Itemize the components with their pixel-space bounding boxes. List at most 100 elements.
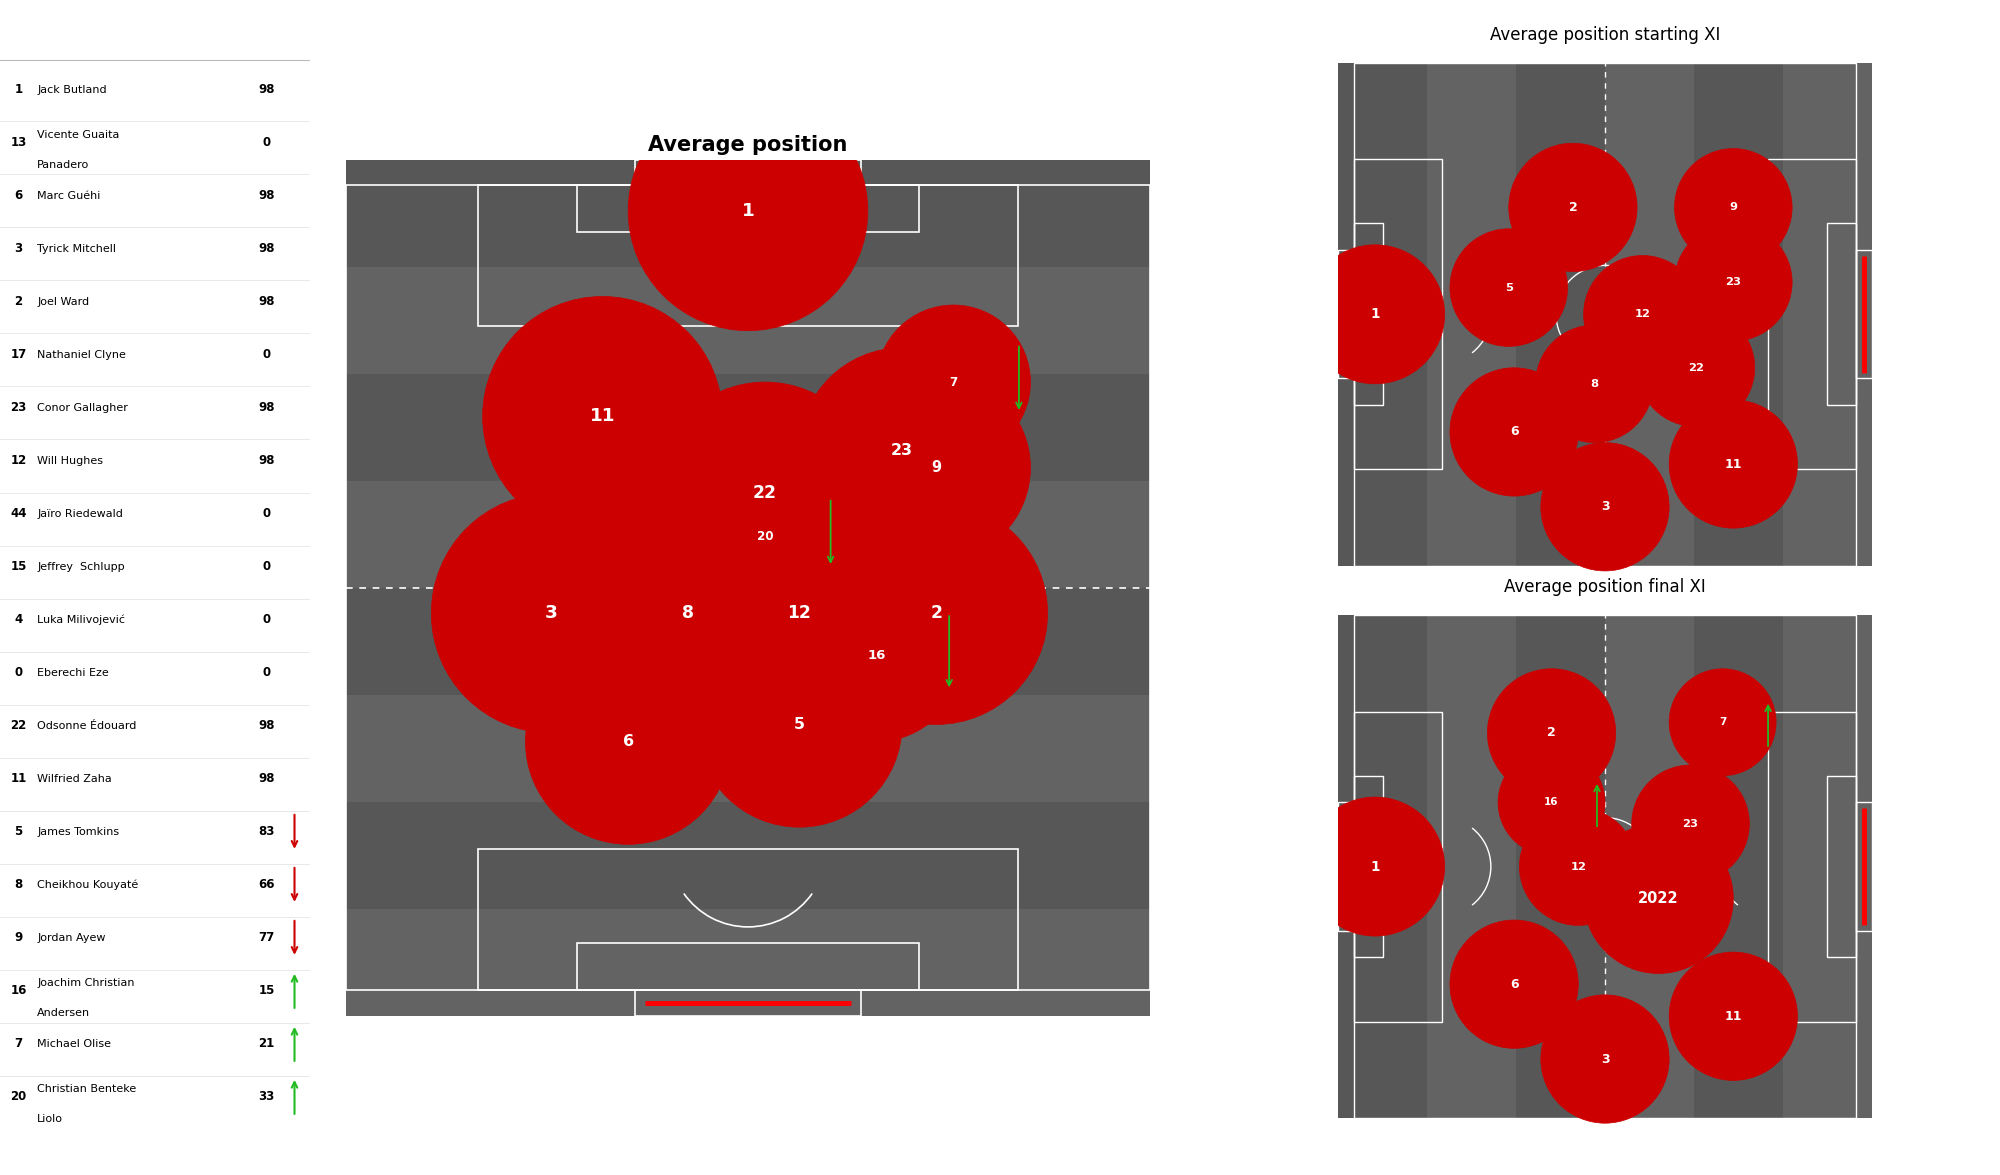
Text: 77: 77 — [258, 932, 274, 945]
Text: 23: 23 — [10, 401, 26, 414]
Text: 66: 66 — [258, 879, 274, 892]
Text: 8: 8 — [1590, 378, 1598, 389]
Text: 12: 12 — [1634, 309, 1650, 320]
Text: 0: 0 — [262, 508, 270, 521]
Bar — [1856, 803, 1872, 931]
Circle shape — [1450, 920, 1578, 1048]
Circle shape — [1306, 244, 1444, 384]
Bar — [1338, 63, 1426, 565]
Text: 6: 6 — [1510, 425, 1518, 438]
Bar — [1354, 776, 1384, 958]
Text: Will Hughes: Will Hughes — [38, 456, 104, 465]
Text: 7: 7 — [14, 1038, 22, 1050]
Text: 8: 8 — [14, 879, 22, 892]
Text: Nathaniel Clyne: Nathaniel Clyne — [38, 350, 126, 360]
Circle shape — [876, 306, 1030, 459]
Text: 9: 9 — [14, 932, 22, 945]
Circle shape — [1450, 229, 1568, 347]
Bar — [636, 989, 860, 1015]
Bar — [478, 848, 1018, 989]
Circle shape — [688, 502, 910, 725]
Bar — [576, 186, 920, 233]
Text: 98: 98 — [258, 455, 274, 468]
Text: 11: 11 — [1724, 457, 1742, 470]
Text: 0: 0 — [262, 136, 270, 149]
Title: Average position starting XI: Average position starting XI — [1490, 26, 1720, 43]
Bar — [636, 160, 860, 186]
Text: 98: 98 — [258, 772, 274, 785]
Text: 23: 23 — [892, 443, 914, 458]
Text: Michael Olise: Michael Olise — [38, 1039, 112, 1049]
Text: 13: 13 — [10, 136, 26, 149]
Text: Liolo: Liolo — [38, 1114, 64, 1124]
Text: Conor Gallagher: Conor Gallagher — [38, 403, 128, 412]
Text: 3: 3 — [14, 242, 22, 255]
Text: 12: 12 — [1570, 861, 1586, 872]
Text: 7: 7 — [950, 376, 958, 389]
Text: Eberechi Eze: Eberechi Eze — [38, 667, 108, 678]
Text: 11: 11 — [590, 408, 616, 425]
Circle shape — [654, 382, 876, 605]
Text: 98: 98 — [258, 189, 274, 202]
Text: 3: 3 — [1600, 501, 1610, 513]
Text: 0: 0 — [262, 666, 270, 679]
Text: 2022: 2022 — [1638, 891, 1678, 906]
Text: 1: 1 — [14, 83, 22, 96]
Bar — [478, 186, 1018, 327]
Text: Joachim Christian: Joachim Christian — [38, 978, 134, 988]
Text: 9: 9 — [1730, 202, 1738, 213]
Circle shape — [1674, 148, 1792, 267]
Circle shape — [526, 639, 730, 845]
Text: 0: 0 — [14, 666, 22, 679]
Text: 5: 5 — [14, 825, 22, 838]
Text: 0: 0 — [262, 613, 270, 626]
Bar — [1784, 63, 1872, 565]
Circle shape — [432, 494, 670, 733]
Text: Marc Guéhi: Marc Guéhi — [38, 190, 100, 201]
Circle shape — [1632, 765, 1750, 882]
Circle shape — [482, 296, 722, 536]
Circle shape — [1638, 309, 1754, 427]
Bar — [346, 801, 1150, 908]
Circle shape — [826, 502, 1048, 725]
Circle shape — [1670, 669, 1776, 776]
Text: 1: 1 — [742, 202, 754, 220]
Text: 22: 22 — [1688, 363, 1704, 372]
Text: Odsonne Édouard: Odsonne Édouard — [38, 720, 136, 731]
Text: 98: 98 — [258, 719, 274, 732]
Text: James Tomkins: James Tomkins — [38, 827, 120, 837]
Circle shape — [1520, 807, 1638, 926]
Text: 4: 4 — [14, 613, 22, 626]
Text: 6: 6 — [1510, 978, 1518, 991]
Text: 11: 11 — [1724, 1009, 1742, 1022]
Circle shape — [628, 90, 868, 330]
Bar — [1338, 250, 1354, 378]
Bar — [346, 588, 1150, 694]
Bar — [1426, 63, 1516, 565]
Circle shape — [1306, 797, 1444, 936]
Text: 7: 7 — [1718, 717, 1726, 727]
Circle shape — [1674, 223, 1792, 341]
Text: 98: 98 — [258, 295, 274, 308]
Text: 16: 16 — [868, 650, 886, 663]
Text: 12: 12 — [788, 604, 812, 623]
Text: 1: 1 — [1370, 860, 1380, 873]
Text: 5: 5 — [794, 717, 804, 732]
Text: Cheikhou Kouyaté: Cheikhou Kouyaté — [38, 880, 138, 891]
Circle shape — [688, 459, 842, 613]
Text: 8: 8 — [682, 604, 694, 623]
Bar — [1354, 712, 1442, 1021]
Bar — [1694, 63, 1784, 565]
Bar — [1354, 160, 1442, 469]
Text: 33: 33 — [258, 1090, 274, 1103]
Bar — [1784, 616, 1872, 1117]
Text: Jordan Ayew: Jordan Ayew — [38, 933, 106, 942]
Text: Andersen: Andersen — [38, 1008, 90, 1018]
Text: Luka Milivojević: Luka Milivojević — [38, 615, 126, 625]
Bar — [1826, 223, 1856, 405]
Circle shape — [800, 348, 1004, 553]
Bar — [346, 374, 1150, 481]
Bar — [346, 267, 1150, 374]
Bar — [1856, 250, 1872, 378]
Text: 98: 98 — [258, 242, 274, 255]
